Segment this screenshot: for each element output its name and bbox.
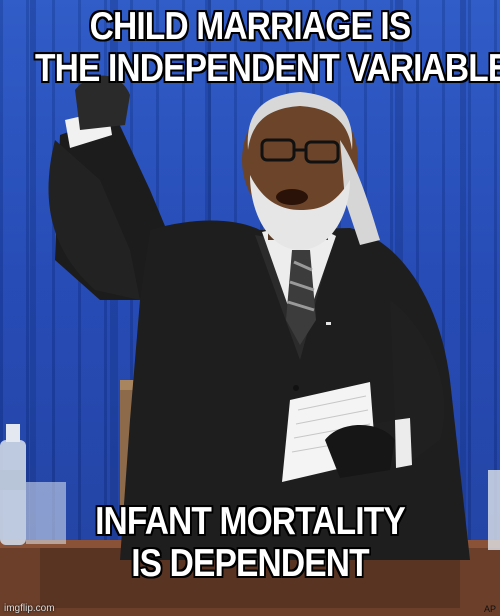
imgflip-watermark: imgflip.com [4, 603, 55, 614]
top-caption: CHILD MARRIAGE IS THE INDEPENDENT VARIAB… [35, 5, 500, 90]
photo-credit: AP [483, 604, 496, 614]
top-caption-line-2: THE INDEPENDENT VARIABLE [35, 47, 500, 90]
bottle-right [488, 470, 500, 550]
glass [26, 482, 66, 544]
top-caption-line-1: CHILD MARRIAGE IS [89, 5, 412, 48]
bottom-caption-line-2: IS DEPENDENT [131, 542, 369, 585]
man [48, 75, 470, 560]
water-bottle [0, 424, 26, 545]
bottom-caption-line-1: INFANT MORTALITY [95, 500, 406, 543]
bottom-caption: INFANT MORTALITY IS DEPENDENT [35, 501, 465, 585]
